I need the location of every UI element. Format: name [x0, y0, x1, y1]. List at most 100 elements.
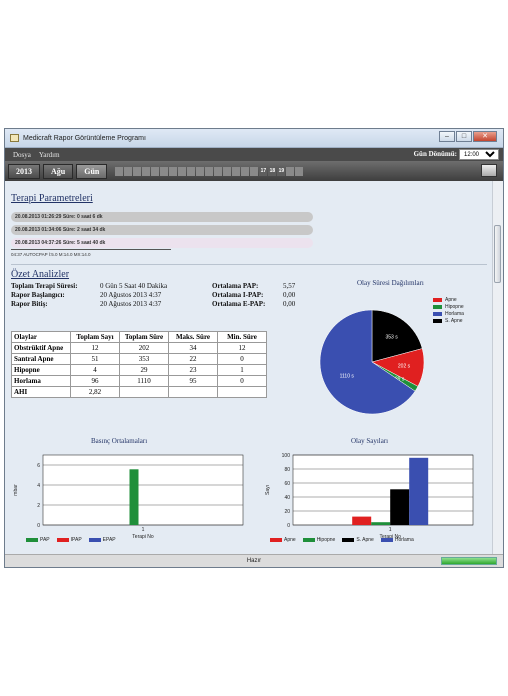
day-cell[interactable]	[250, 166, 259, 176]
day-cell[interactable]	[214, 166, 223, 176]
legend-label: EPAP	[102, 537, 116, 543]
day-cell[interactable]	[205, 166, 214, 176]
day-cell[interactable]: 18	[268, 166, 277, 176]
vertical-scrollbar[interactable]	[492, 181, 503, 555]
report-content: Terapi Parametreleri 20.08.2013 01:26:29…	[5, 181, 493, 555]
table-cell: Obstrüktif Apne	[11, 342, 71, 354]
pie-slice	[371, 309, 423, 363]
table-cell: Hipopne	[11, 364, 71, 376]
day-cell[interactable]	[124, 166, 133, 176]
legend-label: IPAP	[70, 537, 82, 543]
table-cell: 1110	[119, 375, 169, 387]
session-item[interactable]: 20.08.2013 01:34:06 Süre: 2 saat 34 dk	[11, 225, 313, 235]
status-text: Hazır	[246, 558, 262, 564]
pressure-label: Ortalama E-PAP:	[212, 300, 266, 308]
app-window: Medicraft Rapor Görüntüleme Programı – □…	[4, 128, 504, 568]
day-selector: 17 18 19	[115, 166, 304, 176]
y-tick-label: 4	[37, 483, 40, 489]
session-item-selected[interactable]: 20.08.2013 04:37:26 Süre: 5 saat 40 dk	[11, 238, 313, 248]
table-cell: 0	[217, 375, 267, 387]
day-view-button[interactable]: Gün	[76, 163, 108, 179]
period-select[interactable]: 12:00	[459, 149, 499, 160]
day-cell[interactable]	[115, 166, 124, 176]
month-button[interactable]: Ağu	[43, 163, 74, 179]
legend-item: Apne	[433, 296, 464, 303]
pie-slice	[319, 309, 416, 415]
legend-label: Apne	[284, 537, 296, 543]
summary-value: 20 Ağustos 2013 4:37	[100, 300, 162, 308]
plot-area	[42, 454, 244, 526]
legend-label: PAP	[40, 537, 50, 543]
y-tick-label: 100	[282, 453, 291, 459]
session-item[interactable]: 20.08.2013 01:26:29 Süre: 0 saat 6 dk	[11, 212, 313, 222]
y-tick-label: 20	[284, 509, 290, 515]
y-tick-label: 2	[37, 503, 40, 509]
scrollbar-thumb[interactable]	[494, 225, 501, 283]
table-header: Toplam Sayı	[70, 331, 120, 343]
summary-label: Rapor Başlangıcı:	[11, 291, 65, 299]
day-cell[interactable]	[232, 166, 241, 176]
events-table: Olaylar Toplam Sayı Toplam Süre Maks. Süre M…	[11, 331, 267, 398]
legend-swatch	[380, 538, 393, 542]
day-cell[interactable]	[187, 166, 196, 176]
table-cell: 22	[168, 353, 218, 365]
minimize-button[interactable]: –	[439, 131, 455, 142]
y-tick-label: 0	[287, 523, 290, 529]
menu-help[interactable]: Yardım	[38, 150, 60, 159]
y-axis-label: Sayı	[265, 485, 271, 495]
day-cell[interactable]	[196, 166, 205, 176]
printer-icon[interactable]	[481, 164, 497, 177]
table-cell: 0	[217, 353, 267, 365]
table-cell: 202	[119, 342, 169, 354]
day-cell[interactable]: 19	[277, 166, 286, 176]
maximize-button[interactable]: □	[456, 131, 472, 142]
y-tick-label: 40	[284, 495, 290, 501]
section-divider	[11, 264, 487, 265]
menu-file[interactable]: Dosya	[13, 150, 31, 159]
table-cell: 23	[168, 364, 218, 376]
legend-label: S. Apne	[445, 317, 463, 324]
bar-apne	[352, 516, 372, 525]
day-cell[interactable]	[160, 166, 169, 176]
day-cell[interactable]	[133, 166, 142, 176]
day-cell[interactable]	[151, 166, 160, 176]
day-cell[interactable]	[223, 166, 232, 176]
day-cell[interactable]	[142, 166, 151, 176]
table-header: Maks. Süre	[168, 331, 218, 343]
therapy-params-title: Terapi Parametreleri	[11, 193, 93, 204]
day-cell[interactable]	[295, 166, 304, 176]
day-cell[interactable]: 17	[259, 166, 268, 176]
pie-slice-label: 202 s	[398, 364, 411, 370]
table-header: Min. Süre	[217, 331, 267, 343]
year-button[interactable]: 2013	[8, 163, 40, 179]
table-cell: 4	[70, 364, 120, 376]
legend-swatch	[433, 318, 442, 323]
day-cell[interactable]	[169, 166, 178, 176]
status-bar: Hazır	[5, 554, 503, 567]
session-timeline	[11, 249, 171, 250]
legend-swatch	[270, 538, 282, 542]
app-icon	[10, 134, 19, 142]
bar-horlama	[409, 457, 429, 525]
table-cell: 96	[70, 375, 120, 387]
pie-slice-label: 1110 s	[340, 373, 355, 379]
toolbar: 2013 Ağu Gün 17 18 19	[5, 161, 503, 181]
day-cell[interactable]	[241, 166, 250, 176]
y-tick-label: 60	[284, 481, 290, 487]
table-header: Olaylar	[11, 331, 71, 343]
legend-swatch	[56, 538, 69, 542]
bar-s-apne	[390, 489, 410, 525]
close-button[interactable]: ✕	[473, 131, 497, 142]
events-chart-title: Olay Sayıları	[351, 437, 389, 445]
day-cell[interactable]	[178, 166, 187, 176]
legend-item: Hipopne	[433, 303, 464, 310]
pie-slice-label: 353 s	[386, 334, 399, 340]
table-cell	[168, 386, 218, 398]
table-row: AHI 2,82	[11, 386, 267, 398]
summary-label: Rapor Bitiş:	[11, 300, 48, 308]
day-cell[interactable]	[286, 166, 295, 176]
pressure-label: Ortalama I-PAP:	[212, 291, 264, 299]
legend-label: Hipopne	[445, 303, 464, 310]
legend-label: S. Apne	[356, 537, 374, 543]
